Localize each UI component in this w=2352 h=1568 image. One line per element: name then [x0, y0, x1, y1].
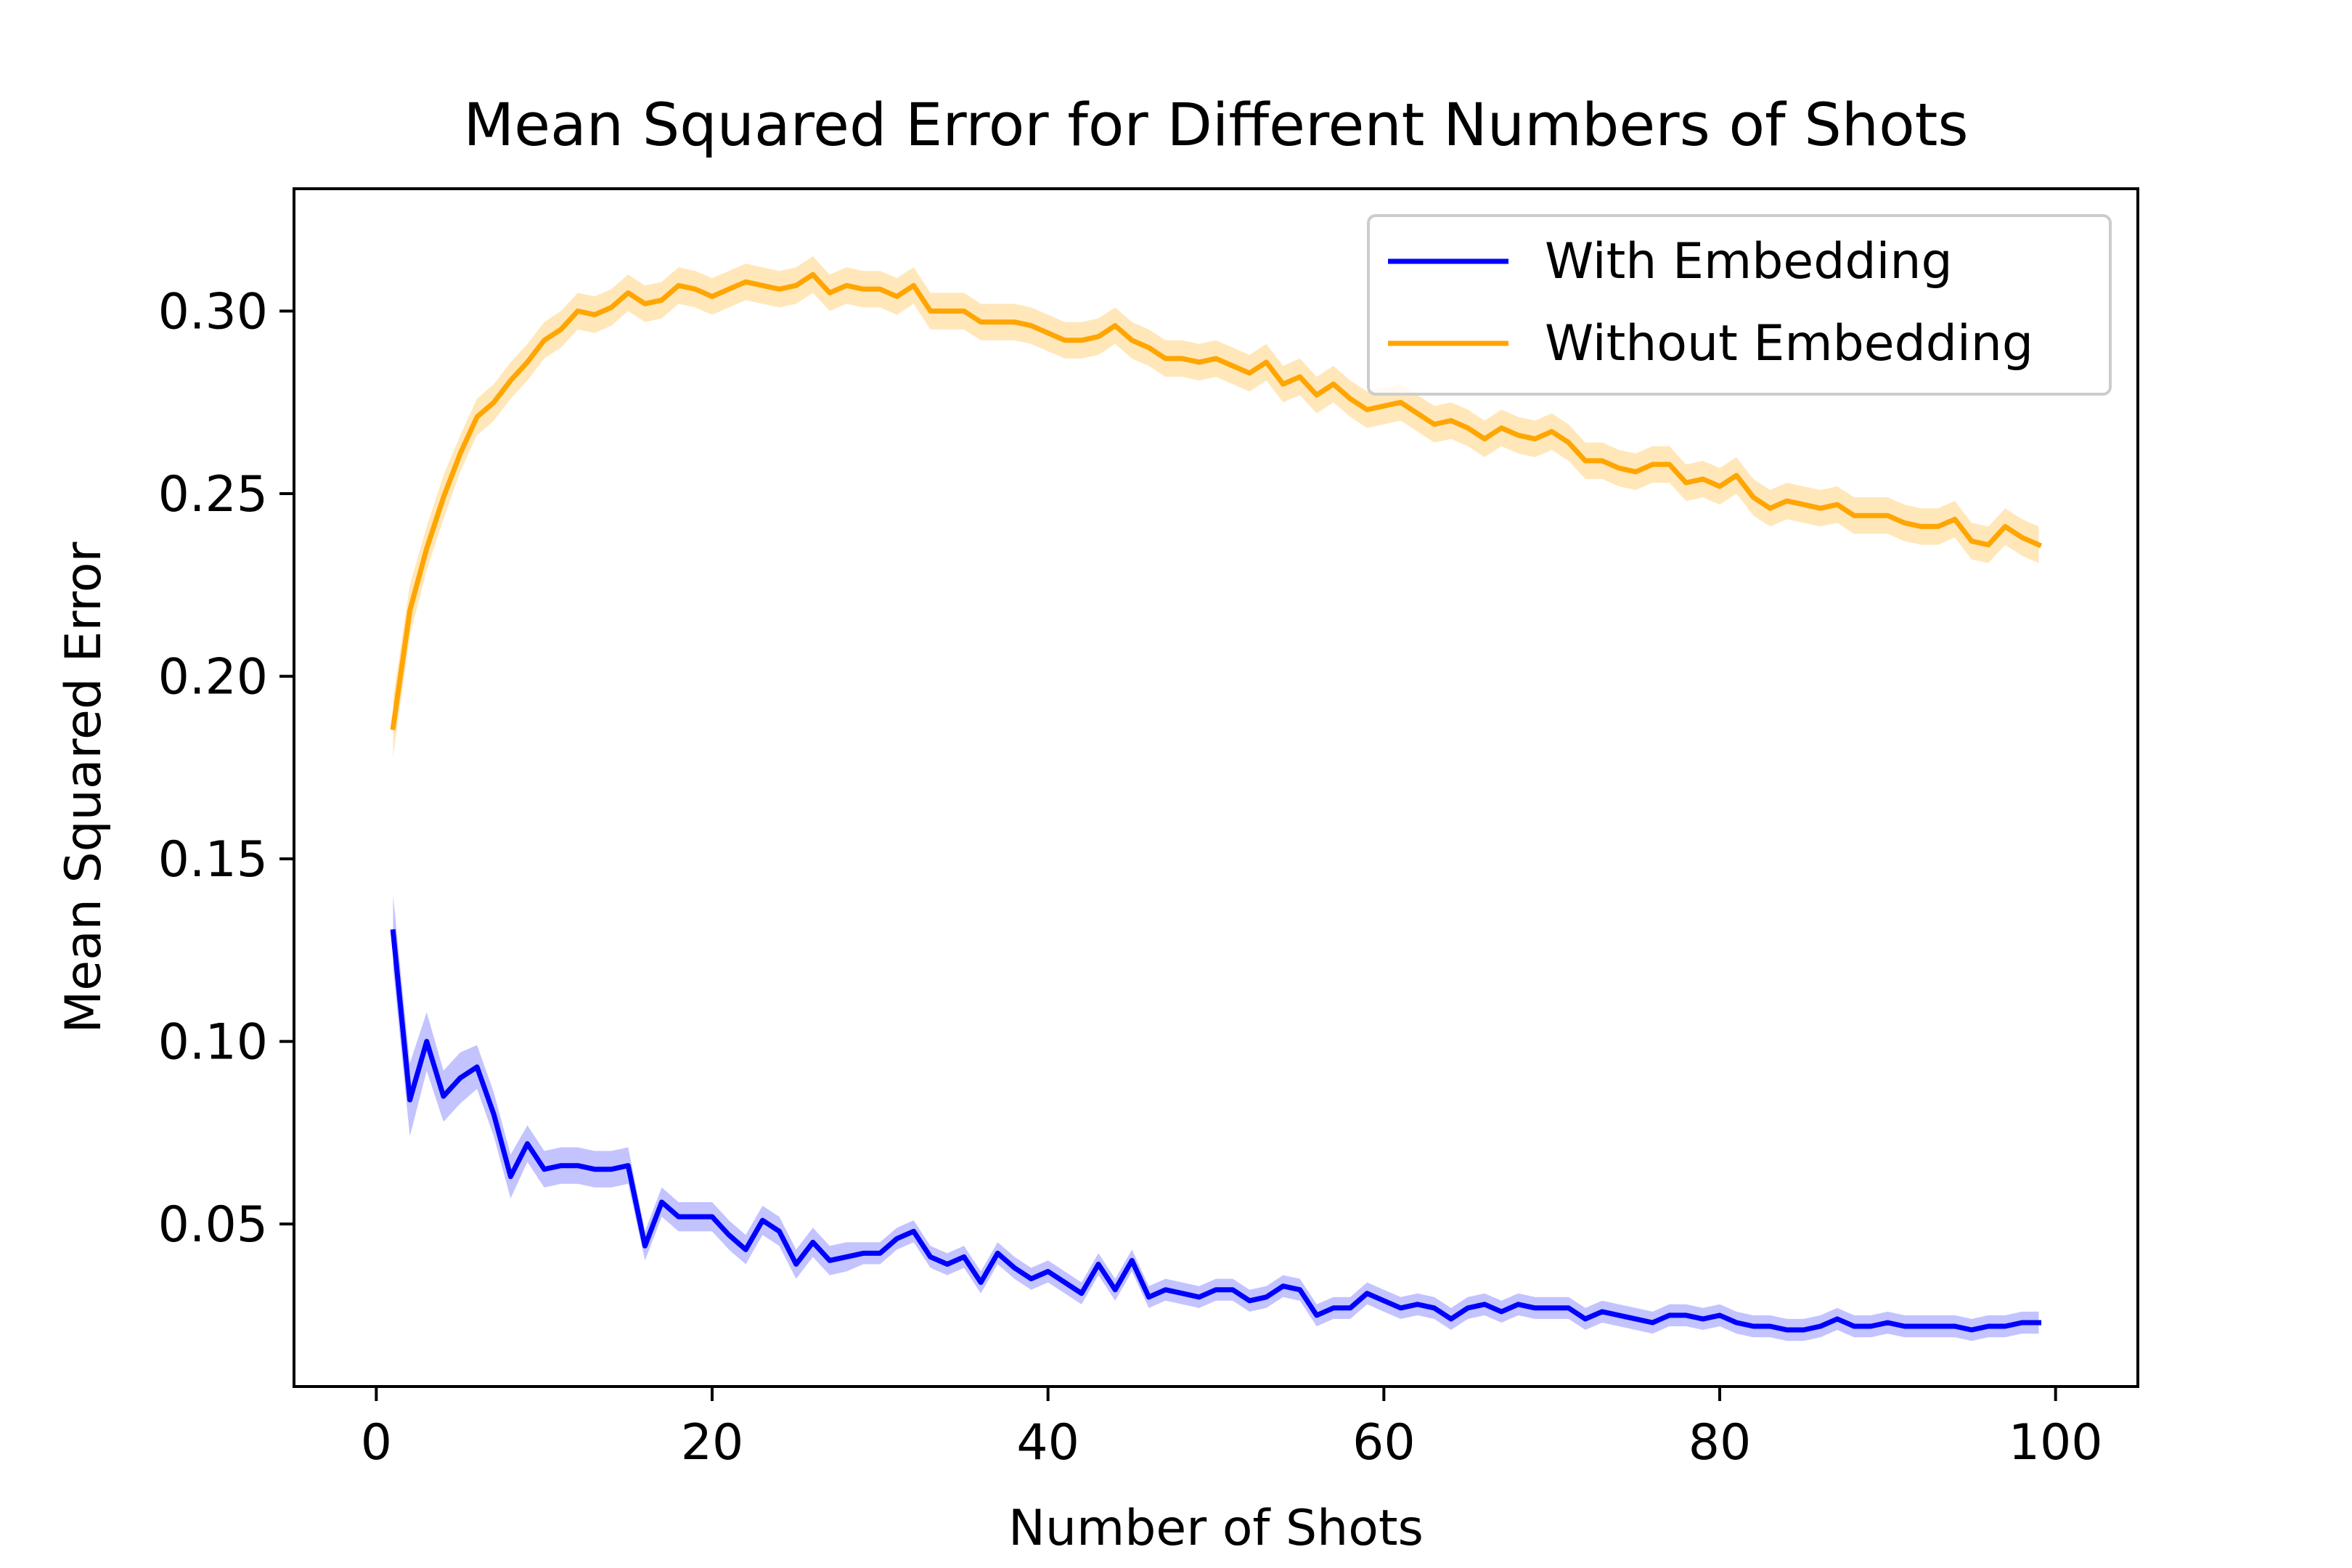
- x-tick-label: 100: [2009, 1414, 2103, 1471]
- legend-label-with-embedding: With Embedding: [1545, 233, 1953, 290]
- legend-label-without-embedding: Without Embedding: [1545, 315, 2033, 372]
- y-tick-label: 0.15: [158, 831, 268, 889]
- y-axis-label: Mean Squared Error: [55, 542, 113, 1034]
- chart-title: Mean Squared Error for Different Numbers…: [463, 91, 1968, 160]
- y-tick-label: 0.05: [158, 1196, 268, 1254]
- x-tick-label: 40: [1016, 1414, 1079, 1471]
- x-tick-label: 60: [1352, 1414, 1416, 1471]
- y-tick-label: 0.25: [158, 466, 268, 523]
- legend-box: [1367, 214, 2112, 396]
- line-with-embedding: [390, 928, 2041, 1333]
- y-tick-label: 0.10: [158, 1014, 268, 1071]
- plot-area-frame: [293, 187, 2139, 1388]
- y-tick-label: 0.30: [158, 284, 268, 341]
- x-tick-label: 20: [681, 1414, 744, 1471]
- legend: With Embedding Without Embedding: [1367, 214, 2112, 396]
- x-tick-label: 80: [1689, 1414, 1752, 1471]
- x-axis-ticks: 0 20 40 60 80 100: [361, 1387, 2103, 1471]
- line-without-embedding: [390, 271, 2043, 730]
- x-axis-label: Number of Shots: [1008, 1500, 1424, 1557]
- series-lines: [390, 271, 2043, 1333]
- y-axis-ticks: 0.05 0.10 0.15 0.20 0.25 0.30: [158, 284, 294, 1254]
- x-tick-label: 0: [361, 1414, 392, 1471]
- y-tick-label: 0.20: [158, 649, 268, 706]
